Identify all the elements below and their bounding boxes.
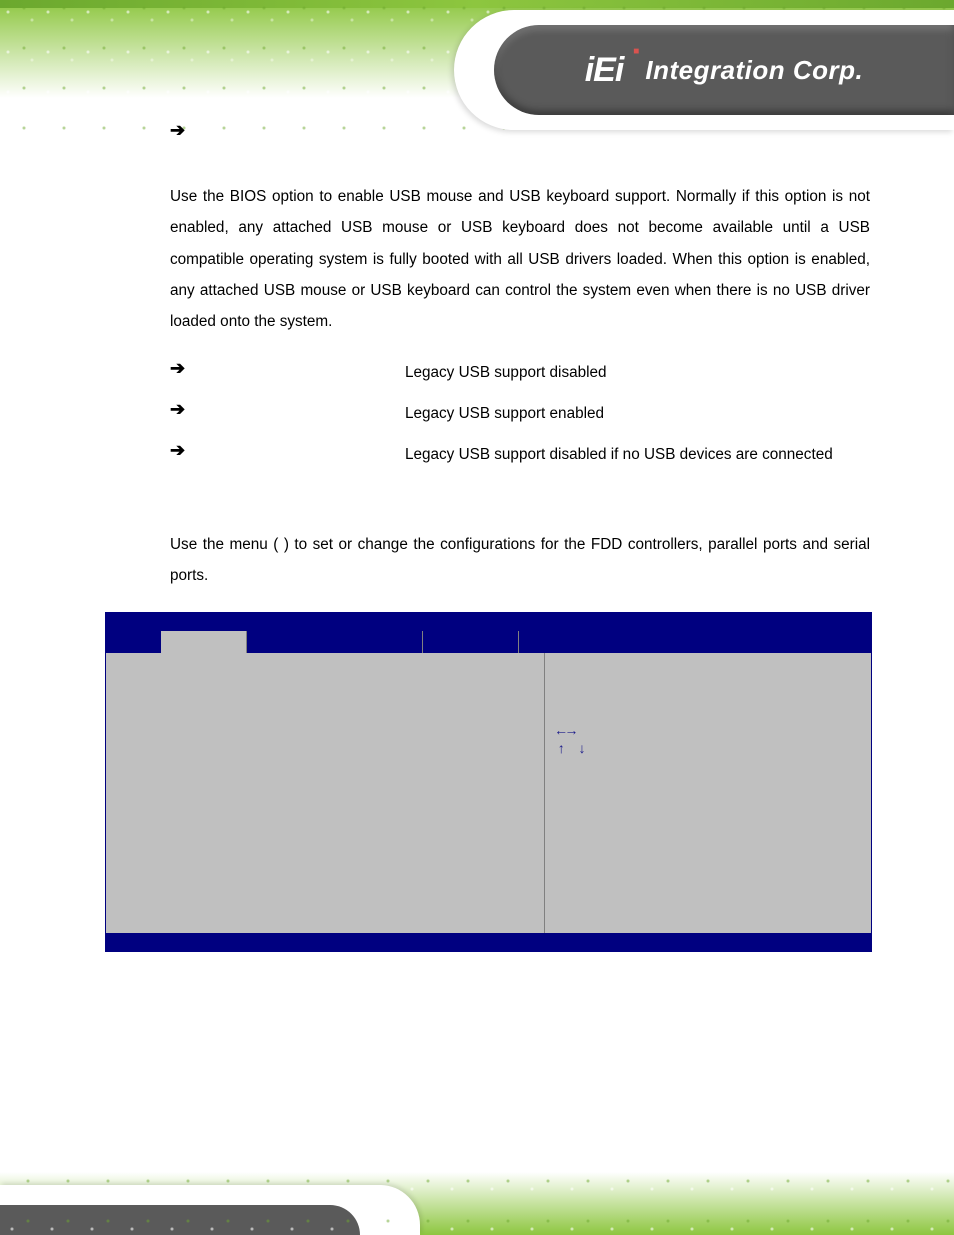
bios-tab	[247, 631, 422, 653]
bios-tab	[106, 631, 161, 653]
bios-tab-active	[161, 631, 246, 653]
logo-dot-icon	[631, 61, 637, 79]
arrow-right-icon: ➔	[170, 358, 210, 379]
second-paragraph: Use the menu ( ) to set or change the co…	[170, 529, 870, 592]
intro-paragraph: Use the BIOS option to enable USB mouse …	[170, 181, 870, 338]
nav-updown-icon: ↑ ↓	[557, 741, 859, 759]
bottom-swoosh-grey	[0, 1205, 360, 1235]
para-b: menu (	[229, 536, 278, 553]
nav-leftright-icon: ←→	[557, 723, 859, 741]
bios-footer	[106, 933, 871, 951]
option-row: ➔ Legacy USB support disabled	[170, 358, 870, 387]
intro-before: Use the	[170, 188, 230, 205]
bios-titlebar	[106, 613, 871, 631]
bios-tab	[423, 631, 518, 653]
top-banner: iEi Integration Corp.	[0, 0, 954, 140]
option-desc: Legacy USB support disabled	[405, 358, 870, 387]
arrow-right-icon: ➔	[170, 399, 210, 420]
para-a: Use the	[170, 536, 229, 553]
bios-left-pane	[106, 653, 545, 933]
bios-body: ←→ ↑ ↓	[106, 653, 871, 933]
arrow-right-icon: ➔	[170, 440, 210, 461]
bios-screenshot: ←→ ↑ ↓	[105, 612, 872, 952]
bios-right-pane: ←→ ↑ ↓	[545, 653, 871, 933]
logo: iEi Integration Corp.	[585, 51, 864, 90]
page-content: ➔ Use the BIOS option to enable USB mous…	[170, 120, 870, 952]
intro-after: BIOS option to enable USB mouse and USB …	[170, 188, 870, 330]
option-desc: Legacy USB support enabled	[405, 399, 870, 428]
logo-prefix: iEi	[585, 51, 624, 90]
bottom-banner	[0, 1165, 954, 1235]
bottom-swoosh-white	[0, 1185, 420, 1235]
options-list: ➔ Legacy USB support disabled ➔ Legacy U…	[170, 358, 870, 469]
option-row: ➔ Legacy USB support enabled	[170, 399, 870, 428]
option-row: ➔ Legacy USB support disabled if no USB …	[170, 440, 870, 469]
header-swoosh: iEi Integration Corp.	[494, 25, 954, 115]
bios-tabs	[106, 631, 871, 653]
option-desc: Legacy USB support disabled if no USB de…	[405, 440, 870, 469]
bios-tab	[519, 631, 871, 653]
logo-text: Integration Corp.	[645, 55, 863, 86]
